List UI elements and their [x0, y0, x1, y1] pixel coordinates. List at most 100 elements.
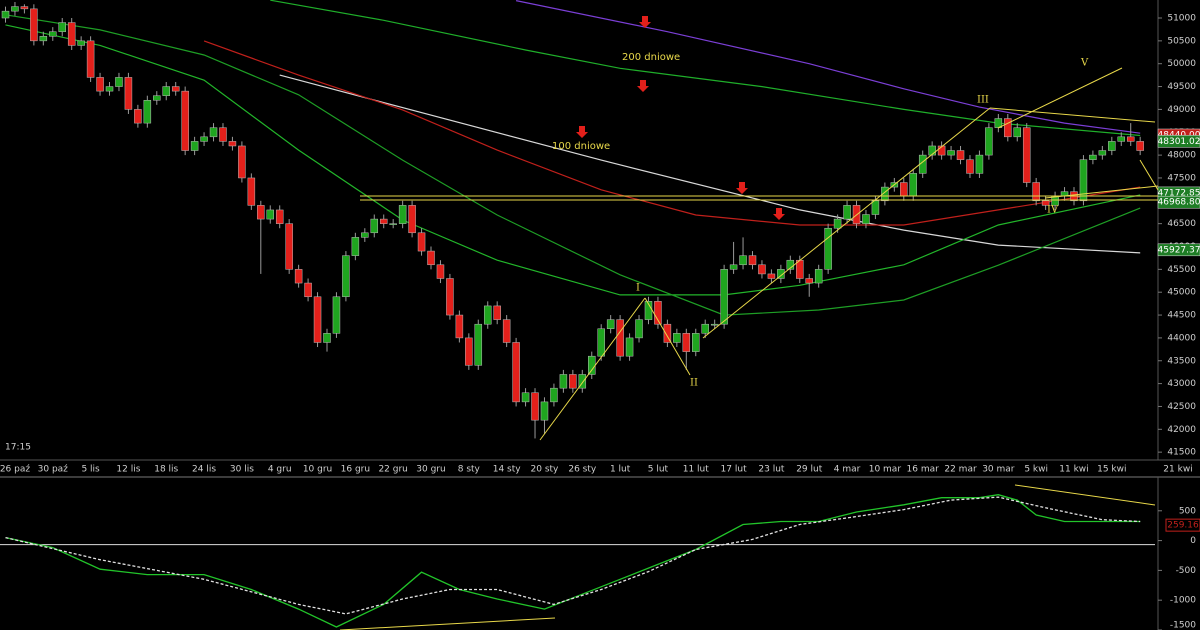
- annotation: 200 dniowe: [622, 52, 680, 63]
- wave-line: [997, 67, 1123, 129]
- candle-body: [455, 314, 464, 339]
- x-tick-label: 29 lut: [796, 465, 823, 475]
- moving-average: [203, 40, 1141, 226]
- candle-body: [729, 264, 738, 270]
- x-tick-label: 18 lis: [154, 465, 178, 475]
- oscillator-line: [5, 496, 1141, 615]
- arrow: [736, 182, 748, 194]
- candle-body: [966, 159, 974, 174]
- candle-body: [20, 6, 29, 10]
- candle-body: [673, 333, 681, 343]
- oscillator-panel: [0, 494, 1155, 628]
- candle-body: [1136, 141, 1144, 151]
- candle-body: [1079, 159, 1088, 202]
- x-tick-label: 26 sty: [568, 465, 597, 475]
- candle-body: [616, 319, 624, 357]
- x-tick-label: 16 gru: [341, 465, 370, 475]
- x-tick-label: 21 kwi: [1163, 465, 1192, 475]
- price-label: 47172.85: [1158, 188, 1200, 198]
- candle-body: [947, 150, 955, 156]
- x-tick-label: 11 lut: [683, 465, 710, 475]
- candle-body: [153, 95, 161, 101]
- candle-body: [862, 214, 870, 224]
- candle-body: [540, 401, 549, 421]
- candle-body: [275, 209, 284, 224]
- candle-body: [767, 273, 776, 279]
- candle-body: [805, 278, 813, 284]
- candle-body: [512, 342, 520, 403]
- candle-body: [493, 305, 501, 320]
- wave-label: II: [690, 378, 698, 389]
- y-tick-label: 49000: [1167, 105, 1196, 115]
- candle-body: [257, 205, 265, 220]
- x-tick-label: 4 mar: [834, 465, 861, 475]
- candle-body: [720, 269, 728, 325]
- candle-body: [692, 333, 700, 352]
- divergence-line: [339, 617, 556, 630]
- y-tick-label: 45000: [1167, 288, 1196, 298]
- x-tick-label: 30 mar: [982, 465, 1015, 475]
- y-tick-label: 46500: [1167, 219, 1196, 229]
- x-tick-label: 12 lis: [116, 465, 140, 475]
- candle-body: [985, 127, 993, 156]
- candle-body: [427, 250, 435, 266]
- price-label: 48301.02: [1158, 137, 1200, 147]
- wave-label: I: [636, 283, 640, 294]
- y-tick-label: 42000: [1167, 425, 1196, 435]
- candle-body: [521, 392, 530, 403]
- x-tick-label: 5 lis: [81, 465, 100, 475]
- wave-label: IV: [1047, 205, 1059, 216]
- candle-body: [209, 127, 218, 138]
- candle-body: [1108, 141, 1116, 151]
- x-tick-label: 14 sty: [493, 465, 522, 475]
- candle-body: [975, 154, 984, 174]
- x-tick-label: 10 gru: [303, 465, 332, 475]
- candle-body: [379, 218, 388, 224]
- candle-body: [739, 255, 747, 266]
- y-tick-label: 0: [1190, 536, 1196, 546]
- x-tick-label: 16 mar: [907, 465, 940, 475]
- y-tick-label: 45500: [1167, 265, 1196, 275]
- candle-body: [1, 10, 10, 19]
- arrow: [639, 16, 651, 28]
- candle-body: [777, 269, 785, 279]
- candle-body: [351, 237, 360, 256]
- x-tick-label: 23 lut: [758, 465, 785, 475]
- candle-body: [483, 305, 492, 325]
- candle-body: [417, 232, 426, 252]
- arrow: [576, 126, 588, 138]
- x-tick-label: 20 sty: [531, 465, 560, 475]
- candle-body: [701, 323, 709, 334]
- candle-body: [1126, 136, 1135, 142]
- candle-body: [625, 337, 634, 357]
- candle-body: [96, 77, 104, 92]
- price-label: 45927.37: [1158, 245, 1200, 255]
- wave-line: [702, 107, 991, 339]
- candle-body: [105, 86, 114, 92]
- x-tick-label: 24 lis: [192, 465, 216, 475]
- candle-body: [871, 200, 880, 215]
- wave-line: [644, 297, 691, 376]
- candle-body: [881, 186, 889, 202]
- candle-body: [30, 8, 38, 42]
- candle-body: [909, 173, 917, 197]
- candle-body: [1117, 136, 1126, 142]
- annotation: 100 dniowe: [552, 141, 610, 152]
- oscillator-line: [5, 494, 1141, 628]
- y-tick-label: 47500: [1167, 173, 1196, 183]
- time-label: 17:15: [5, 443, 31, 453]
- candle-body: [606, 319, 615, 330]
- candle-body: [758, 264, 766, 275]
- candle-body: [361, 232, 369, 238]
- x-tick-label: 5 kwi: [1024, 465, 1048, 475]
- candle-body: [502, 319, 511, 343]
- arrow: [637, 80, 649, 92]
- price-label: 259.16: [1167, 521, 1199, 531]
- candle-body: [814, 269, 823, 284]
- candle-body: [181, 90, 189, 151]
- candle-body: [389, 223, 397, 225]
- candle-body: [474, 323, 483, 366]
- candle-body: [1098, 150, 1107, 156]
- candle-body: [1032, 182, 1040, 202]
- moving-average: [279, 74, 1141, 254]
